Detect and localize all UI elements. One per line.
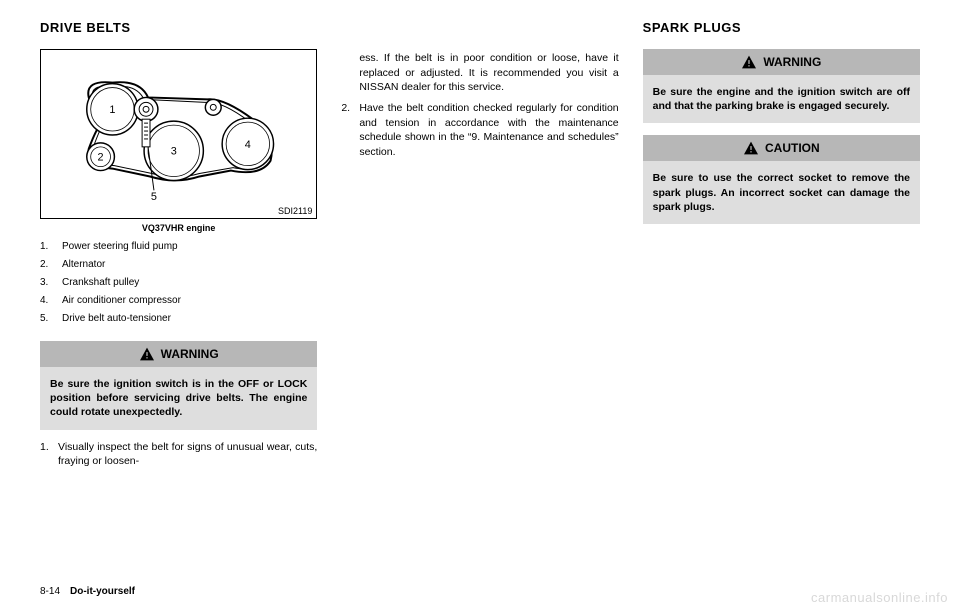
drive-belts-figure: 1 2 3 4 5: [40, 49, 317, 219]
column-1: DRIVE BELTS 1 2 3 4: [40, 20, 317, 550]
warning-icon: [139, 347, 155, 361]
watermark: carmanualsonline.info: [811, 590, 948, 605]
page: DRIVE BELTS 1 2 3 4: [0, 0, 960, 611]
figure-legend: 1.Power steering fluid pump 2.Alternator…: [40, 239, 317, 329]
legend-row: 3.Crankshaft pulley: [40, 275, 317, 291]
warning-label: WARNING: [161, 347, 219, 361]
step-item: 2. Have the belt condition checked regul…: [341, 101, 618, 160]
warning-callout: WARNING Be sure the ignition switch is i…: [40, 341, 317, 430]
section-name: Do-it-yourself: [70, 586, 135, 597]
caution-label: CAUTION: [765, 141, 820, 155]
caution-header: CAUTION: [643, 135, 920, 161]
legend-row: 2.Alternator: [40, 257, 317, 273]
step-item: 1. Visually inspect the belt for signs o…: [40, 440, 317, 469]
column-layout: DRIVE BELTS 1 2 3 4: [40, 20, 920, 550]
page-footer: 8-14 Do-it-yourself: [40, 586, 135, 597]
warning-text-sp: Be sure the engine and the ignition swit…: [643, 75, 920, 123]
warning-header-sp: WARNING: [643, 49, 920, 75]
caution-text: Be sure to use the correct socket to rem…: [643, 161, 920, 224]
drive-belts-title: DRIVE BELTS: [40, 20, 317, 35]
caution-icon: [743, 141, 759, 155]
diagram-label-5: 5: [151, 191, 157, 203]
warning-label: WARNING: [763, 55, 821, 69]
drive-belts-diagram: 1 2 3 4 5: [41, 50, 316, 218]
warning-text: Be sure the ignition switch is in the OF…: [40, 367, 317, 430]
figure-caption: VQ37VHR engine: [40, 223, 317, 233]
caution-callout: CAUTION Be sure to use the correct socke…: [643, 135, 920, 224]
continuation-text: ess. If the belt is in poor condition or…: [341, 51, 618, 95]
steps-list: 1. Visually inspect the belt for signs o…: [40, 440, 317, 475]
column-3: SPARK PLUGS WARNING Be sure the engine a…: [643, 20, 920, 550]
warning-callout-sp: WARNING Be sure the engine and the ignit…: [643, 49, 920, 123]
svg-text:1: 1: [109, 104, 115, 116]
legend-row: 1.Power steering fluid pump: [40, 239, 317, 255]
svg-text:4: 4: [245, 139, 251, 151]
svg-text:2: 2: [98, 152, 104, 164]
warning-icon: [741, 55, 757, 69]
figure-code: SDI2119: [278, 206, 312, 216]
page-number: 8-14: [40, 586, 60, 597]
steps-list-col2: 2. Have the belt condition checked regul…: [341, 101, 618, 166]
legend-row: 4.Air conditioner compressor: [40, 293, 317, 309]
warning-header: WARNING: [40, 341, 317, 367]
svg-text:3: 3: [171, 146, 177, 158]
spark-plugs-title: SPARK PLUGS: [643, 20, 920, 35]
legend-row: 5.Drive belt auto-tensioner: [40, 311, 317, 327]
column-2: ess. If the belt is in poor condition or…: [341, 20, 618, 550]
